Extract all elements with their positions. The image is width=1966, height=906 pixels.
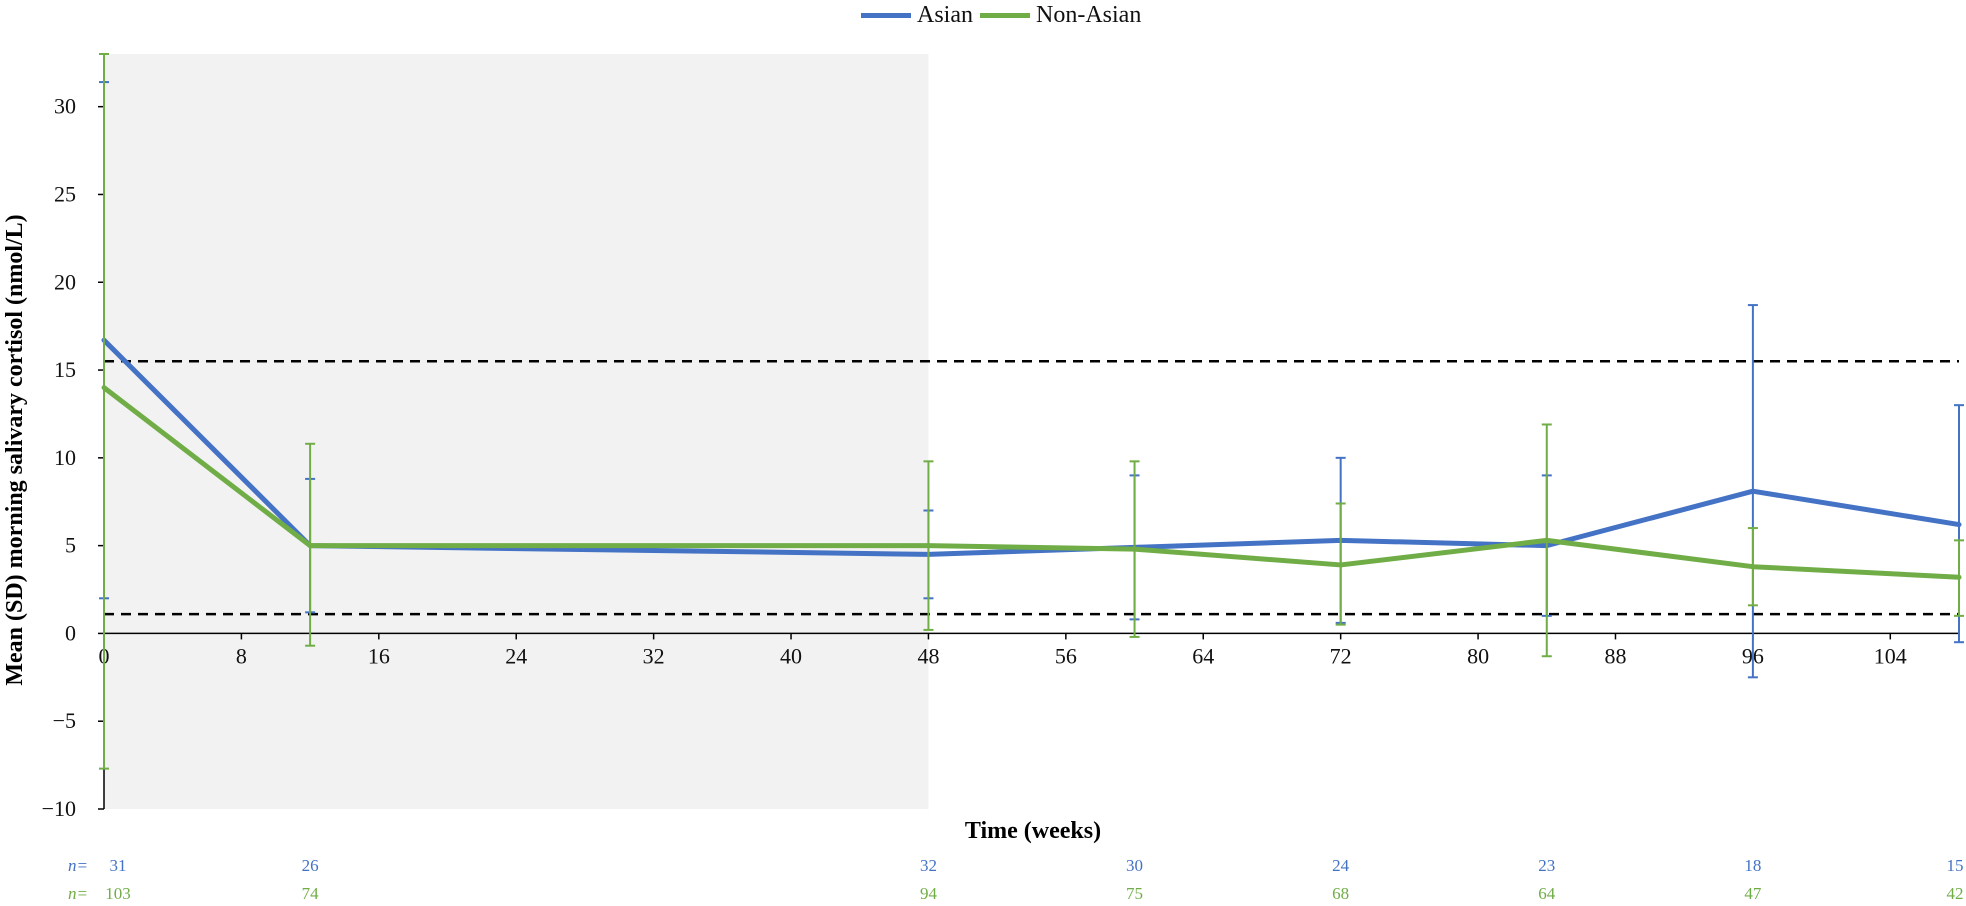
y-tick-label-3: 5 bbox=[65, 533, 76, 558]
n-value: 32 bbox=[920, 856, 937, 876]
n-value: 64 bbox=[1538, 884, 1555, 904]
y-tick-label-0: −10 bbox=[42, 796, 76, 821]
n-row-non-asian: n= 103 74 94 75 68 64 47 42 bbox=[0, 884, 1966, 906]
n-value: 18 bbox=[1744, 856, 1761, 876]
x-tick-label-9: 72 bbox=[1330, 643, 1352, 668]
shaded-region bbox=[104, 54, 928, 809]
n-value: 23 bbox=[1538, 856, 1555, 876]
n-value: 26 bbox=[302, 856, 319, 876]
x-tick-label-1: 8 bbox=[236, 643, 247, 668]
treatment-period-shading bbox=[104, 54, 928, 809]
y-tick-label-4: 10 bbox=[54, 445, 76, 470]
n-value: 47 bbox=[1744, 884, 1761, 904]
n-prefix: n= bbox=[68, 884, 88, 904]
y-tick-label-7: 25 bbox=[54, 181, 76, 206]
n-value: 31 bbox=[110, 856, 127, 876]
x-tick-label-4: 32 bbox=[643, 643, 665, 668]
n-row-asian: n= 31 26 32 30 24 23 18 15 bbox=[0, 856, 1966, 878]
line-chart: −10−505101520253008162432404856647280889… bbox=[0, 0, 1966, 850]
n-prefix: n= bbox=[68, 856, 88, 876]
n-value: 68 bbox=[1332, 884, 1349, 904]
y-axis-label: Mean (SD) morning salivary cortisol (nmo… bbox=[2, 214, 28, 685]
n-value: 15 bbox=[1947, 856, 1964, 876]
x-tick-label-5: 40 bbox=[780, 643, 802, 668]
n-value: 42 bbox=[1947, 884, 1964, 904]
x-tick-label-10: 80 bbox=[1467, 643, 1489, 668]
x-tick-label-3: 24 bbox=[505, 643, 527, 668]
y-tick-label-6: 20 bbox=[54, 269, 76, 294]
n-value: 94 bbox=[920, 884, 937, 904]
y-tick-label-5: 15 bbox=[54, 357, 76, 382]
y-tick-label-8: 30 bbox=[54, 94, 76, 119]
n-value: 30 bbox=[1126, 856, 1143, 876]
x-tick-label-6: 48 bbox=[917, 643, 939, 668]
n-value: 24 bbox=[1332, 856, 1349, 876]
x-tick-label-13: 104 bbox=[1874, 643, 1907, 668]
y-tick-label-1: −5 bbox=[53, 708, 76, 733]
n-value: 74 bbox=[302, 884, 319, 904]
n-value: 75 bbox=[1126, 884, 1143, 904]
x-axis-label: Time (weeks) bbox=[965, 818, 1101, 844]
x-tick-label-2: 16 bbox=[368, 643, 390, 668]
x-tick-label-11: 88 bbox=[1604, 643, 1626, 668]
y-tick-label-2: 0 bbox=[65, 620, 76, 645]
x-tick-label-8: 64 bbox=[1192, 643, 1214, 668]
n-value: 103 bbox=[105, 884, 131, 904]
x-tick-label-7: 56 bbox=[1055, 643, 1077, 668]
